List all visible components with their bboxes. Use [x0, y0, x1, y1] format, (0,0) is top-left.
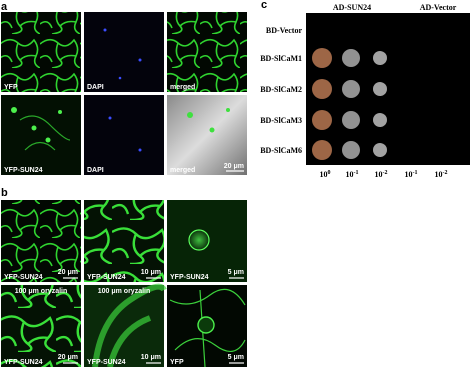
image-label: YFP-SUN24	[4, 274, 43, 281]
dilution-exponent: -1	[354, 170, 359, 176]
column-header: AD-Vector	[420, 3, 457, 12]
treatment-label: 100 μm oryzalin	[15, 288, 68, 295]
image-label: YFP	[170, 359, 184, 366]
scale-label: 5 μm	[228, 354, 244, 361]
colony-spot	[312, 48, 332, 68]
scale-label: 5 μm	[228, 269, 244, 276]
panel-b-labels: YFP-SUN24 20 μm YFP-SUN24 10 μm YFP-SUN24 5 μ…	[4, 269, 244, 366]
micrograph	[167, 12, 247, 92]
yeast-plate	[306, 13, 470, 165]
colony-spot	[342, 111, 360, 129]
dilution-base: 10	[346, 170, 354, 179]
colony-spot	[342, 80, 360, 98]
row-label: BD-SlCaM1	[260, 54, 302, 63]
dilution-label: 10-2	[435, 170, 448, 179]
row-label: BD-SlCaM3	[260, 116, 302, 125]
panel-letter: c	[261, 0, 267, 11]
dilution-exponent: -1	[413, 170, 418, 176]
image-label: DAPI	[87, 84, 104, 91]
dilution-label: 100	[320, 170, 331, 179]
colony-spot	[342, 49, 360, 67]
image-label: YFP-SUN24	[4, 167, 43, 174]
micrograph	[1, 200, 81, 282]
panel-letter: b	[1, 187, 8, 199]
colony-spot	[312, 79, 332, 99]
micrograph	[1, 95, 81, 175]
micrograph	[1, 12, 81, 92]
dilution-label: 10-1	[346, 170, 359, 179]
micrograph	[84, 95, 164, 175]
panel-c-rows: BD-Vector BD-SlCaM1 BD-SlCaM2 BD-SlCaM3 BD-S…	[260, 26, 387, 160]
colony-spot	[373, 113, 387, 127]
colony-spot	[312, 110, 332, 130]
panel-b-images	[1, 200, 247, 367]
image-label: YFP-SUN24	[4, 359, 43, 366]
scale-label: 20 μm	[58, 269, 78, 276]
panel-letter: a	[1, 1, 8, 13]
colony-spot	[373, 143, 387, 157]
scale-label: 20 μm	[224, 163, 244, 170]
treatment-label: 100 μm oryzalin	[98, 288, 151, 295]
dilution-base: 10	[405, 170, 413, 179]
dilution-label: 10-1	[405, 170, 418, 179]
image-label: merged	[170, 84, 195, 91]
panel-a-images	[1, 12, 247, 175]
scale-label: 10 μm	[141, 269, 161, 276]
dilution-exponent: 0	[328, 170, 331, 176]
scale-label: 10 μm	[141, 354, 161, 361]
image-label: YFP-SUN24	[87, 359, 126, 366]
dilution-base: 10	[435, 170, 443, 179]
row-label: BD-SlCaM2	[260, 85, 302, 94]
colony-spot	[342, 141, 360, 159]
image-label: YFP-SUN24	[87, 274, 126, 281]
image-label: DAPI	[87, 167, 104, 174]
colony-spot	[312, 140, 332, 160]
panel-c-dilutions: 100 10-1 10-2 10-1 10-2	[320, 170, 448, 179]
scale-label: 20 μm	[58, 354, 78, 361]
column-header: AD-SUN24	[333, 3, 371, 12]
dilution-label: 10-2	[375, 170, 388, 179]
micrograph	[84, 12, 164, 92]
image-label: merged	[170, 167, 195, 174]
image-label: YFP	[4, 84, 18, 91]
dilution-exponent: -2	[443, 170, 448, 176]
image-label: YFP-SUN24	[170, 274, 209, 281]
dilution-base: 10	[320, 170, 328, 179]
dilution-base: 10	[375, 170, 383, 179]
row-label: BD-Vector	[266, 26, 303, 35]
micrograph	[84, 200, 164, 282]
colony-spot	[373, 51, 387, 65]
dilution-exponent: -2	[383, 170, 388, 176]
micrograph	[167, 95, 247, 175]
row-label: BD-SlCaM6	[260, 146, 302, 155]
colony-spot	[373, 82, 387, 96]
micrograph	[1, 285, 81, 367]
